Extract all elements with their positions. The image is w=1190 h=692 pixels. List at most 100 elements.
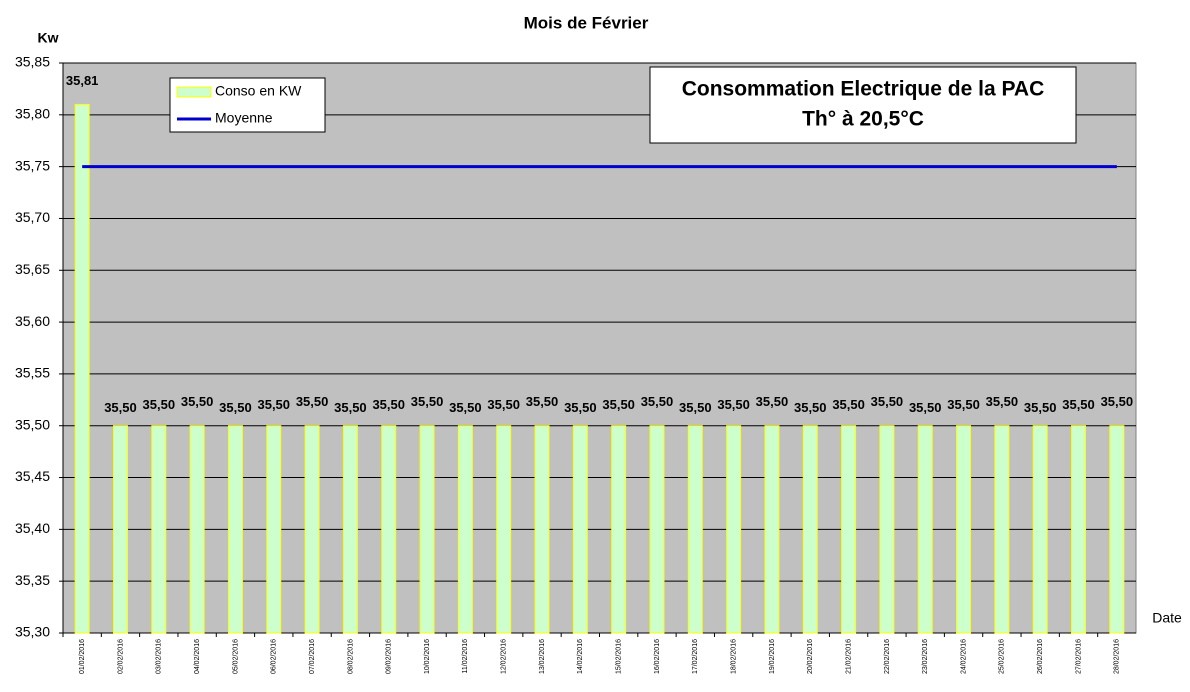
x-tick-label: 08/02/2016 <box>347 639 354 674</box>
bar <box>227 425 243 634</box>
bar <box>74 103 90 634</box>
value-label: 35,50 <box>986 394 1019 409</box>
value-label: 35,50 <box>143 397 176 412</box>
value-label: 35,50 <box>181 394 214 409</box>
x-tick-label: 23/02/2016 <box>922 639 929 674</box>
bar <box>687 425 703 634</box>
legend-label: Conso en KW <box>215 83 302 99</box>
y-tick-label: 35,55 <box>15 365 50 381</box>
annotation: Th° à 20,5°C <box>802 108 924 131</box>
x-tick-label: 11/02/2016 <box>462 639 469 674</box>
value-label: 35,50 <box>602 397 635 412</box>
x-tick-label: 10/02/2016 <box>424 639 431 674</box>
value-label: 35,50 <box>487 397 520 412</box>
x-tick-label: 06/02/2016 <box>271 639 278 674</box>
annotation: Consommation Electrique de la PAC <box>682 78 1045 101</box>
y-tick-label: 35,50 <box>15 416 50 432</box>
y-tick-label: 35,40 <box>15 520 50 536</box>
bar <box>1032 425 1048 634</box>
bar <box>611 425 627 634</box>
y-tick-label: 35,70 <box>15 209 50 225</box>
value-label: 35,50 <box>1024 400 1057 415</box>
value-label: 35,50 <box>334 400 367 415</box>
x-tick-label: 13/02/2016 <box>539 639 546 674</box>
bar <box>496 425 512 634</box>
bar <box>189 425 205 634</box>
x-tick-label: 24/02/2016 <box>960 639 967 674</box>
bar <box>534 425 550 634</box>
value-label: 35,50 <box>219 400 252 415</box>
bar <box>956 425 972 634</box>
y-tick-label: 35,45 <box>15 468 50 484</box>
x-tick-label: 26/02/2016 <box>1037 639 1044 674</box>
value-label: 35,50 <box>679 400 712 415</box>
bar <box>342 425 358 634</box>
bar <box>151 425 167 634</box>
x-tick-label: 02/02/2016 <box>117 639 124 674</box>
bar <box>726 425 742 634</box>
x-tick-label: 17/02/2016 <box>692 639 699 674</box>
y-tick-label: 35,85 <box>15 54 50 70</box>
bar <box>994 425 1010 634</box>
value-label: 35,81 <box>66 73 99 88</box>
y-axis-label: Kw <box>38 30 59 46</box>
bar <box>879 425 895 634</box>
legend-swatch <box>176 86 212 98</box>
bar <box>457 425 473 634</box>
value-label: 35,50 <box>794 400 827 415</box>
value-label: 35,50 <box>871 394 904 409</box>
y-tick-label: 35,60 <box>15 313 50 329</box>
chart-title: Mois de Février <box>524 13 649 32</box>
x-tick-label: 09/02/2016 <box>386 639 393 674</box>
x-tick-label: 20/02/2016 <box>807 639 814 674</box>
bar <box>917 425 933 634</box>
bar <box>304 425 320 634</box>
value-label: 35,50 <box>1101 394 1134 409</box>
value-label: 35,50 <box>641 394 674 409</box>
x-tick-label: 27/02/2016 <box>1075 639 1082 674</box>
x-tick-label: 03/02/2016 <box>156 639 163 674</box>
x-axis-label: Date <box>1152 610 1182 626</box>
value-label: 35,50 <box>756 394 789 409</box>
x-tick-label: 15/02/2016 <box>616 639 623 674</box>
x-tick-label: 01/02/2016 <box>79 639 86 674</box>
value-label: 35,50 <box>296 394 329 409</box>
value-label: 35,50 <box>717 397 750 412</box>
value-label: 35,50 <box>449 400 482 415</box>
x-tick-label: 16/02/2016 <box>654 639 661 674</box>
y-tick-label: 35,30 <box>15 624 50 640</box>
bar <box>419 425 435 634</box>
x-tick-label: 21/02/2016 <box>845 639 852 674</box>
x-tick-label: 04/02/2016 <box>194 639 201 674</box>
x-tick-label: 07/02/2016 <box>309 639 316 674</box>
plot-area <box>62 62 1137 634</box>
x-tick-label: 12/02/2016 <box>501 639 508 674</box>
value-label: 35,50 <box>1062 397 1095 412</box>
bar <box>764 425 780 634</box>
x-tick-label: 22/02/2016 <box>884 639 891 674</box>
value-label: 35,50 <box>372 397 405 412</box>
x-tick-label: 19/02/2016 <box>769 639 776 674</box>
value-label: 35,50 <box>411 394 444 409</box>
y-tick-label: 35,65 <box>15 261 50 277</box>
y-tick-label: 35,80 <box>15 106 50 122</box>
x-tick-label: 28/02/2016 <box>1114 639 1121 674</box>
value-label: 35,50 <box>564 400 597 415</box>
value-label: 35,50 <box>909 400 942 415</box>
value-label: 35,50 <box>947 397 980 412</box>
value-label: 35,50 <box>104 400 137 415</box>
x-tick-label: 25/02/2016 <box>999 639 1006 674</box>
bar <box>802 425 818 634</box>
bar <box>1071 425 1087 634</box>
x-tick-label: 14/02/2016 <box>577 639 584 674</box>
y-tick-label: 35,35 <box>15 572 50 588</box>
value-label: 35,50 <box>526 394 559 409</box>
y-tick-label: 35,75 <box>15 157 50 173</box>
bar <box>841 425 857 634</box>
bar <box>381 425 397 634</box>
annotation-box <box>649 66 1077 144</box>
bar <box>1109 425 1125 634</box>
x-tick-label: 18/02/2016 <box>730 639 737 674</box>
value-label: 35,50 <box>257 397 290 412</box>
